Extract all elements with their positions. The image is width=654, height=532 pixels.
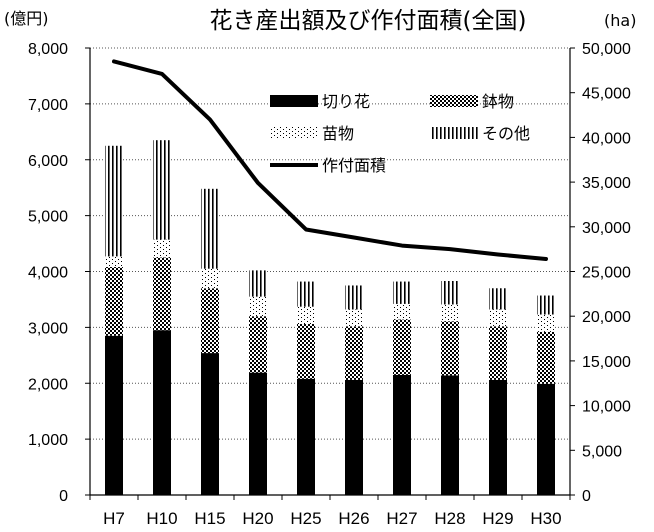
x-tick-label: H27: [386, 509, 417, 528]
bar-segment-vlines: [537, 295, 555, 315]
bar-segment-vlines: [441, 280, 459, 305]
x-tick-label: H26: [338, 509, 369, 528]
bar-segment-dots: [105, 256, 123, 268]
x-tick-label: H28: [434, 509, 465, 528]
right-tick-label: 25,000: [582, 265, 631, 282]
bar-segment-dots: [153, 239, 171, 258]
bar-segment-vlines: [393, 281, 411, 304]
left-tick-label: 0: [59, 488, 68, 505]
bar-segment-vlines: [489, 288, 507, 310]
bar-segment-dots: [537, 314, 555, 332]
bar-segment-vlines: [297, 281, 315, 307]
left-axis-unit: (億円): [4, 9, 49, 28]
bar-segment-dots: [441, 304, 459, 322]
bar-segment-solid: [201, 353, 219, 495]
bar-segment-vlines: [201, 188, 219, 269]
x-tick-label: H30: [530, 509, 561, 528]
bar-segment-checker: [345, 326, 363, 380]
bar-segment-solid: [489, 379, 507, 495]
x-tick-label: H15: [194, 509, 225, 528]
legend-swatch-vlines: [430, 127, 478, 139]
bar-segment-solid: [441, 375, 459, 495]
bar-segment-solid: [249, 372, 267, 495]
bar-segment-dots: [297, 306, 315, 325]
right-tick-label: 15,000: [582, 354, 631, 371]
legend-label: その他: [482, 124, 530, 143]
chart-title: 花き産出額及び作付面積(全国): [210, 8, 527, 34]
right-tick-label: 20,000: [582, 309, 631, 326]
bar-segment-checker: [441, 321, 459, 376]
line-layer: [112, 59, 548, 261]
left-tick-label: 4,000: [28, 265, 68, 282]
legend-swatch-solid: [270, 95, 318, 107]
bar-segment-vlines: [105, 145, 123, 257]
legend-label: 作付面積: [322, 156, 386, 175]
x-tick-label: H20: [242, 509, 273, 528]
bar-segment-solid: [297, 378, 315, 495]
bar-segment-dots: [249, 296, 267, 317]
area-line: [112, 59, 548, 261]
x-tick-label: H10: [146, 509, 177, 528]
bar-segment-checker: [537, 331, 555, 384]
left-tick-label: 8,000: [28, 41, 68, 58]
bar-segment-dots: [489, 309, 507, 327]
x-tick-label: H29: [482, 509, 513, 528]
bar-segment-vlines: [153, 140, 171, 240]
right-tick-label: 35,000: [582, 175, 631, 192]
x-tick-label: H7: [103, 509, 125, 528]
bar-segment-checker: [393, 319, 411, 375]
left-tick-label: 2,000: [28, 376, 68, 393]
bar-segment-checker: [297, 324, 315, 379]
left-tick-label: 6,000: [28, 153, 68, 170]
bar-segment-vlines: [249, 270, 267, 297]
bar-segment-checker: [105, 267, 123, 336]
left-tick-label: 5,000: [28, 209, 68, 226]
bar-segment-dots: [393, 303, 411, 320]
right-tick-label: 45,000: [582, 86, 631, 103]
axes: 0 1,000 2,000 3,000 4,000 5,000 6,000 7,000 8,00…: [28, 41, 631, 528]
right-tick-label: 50,000: [582, 41, 631, 58]
bar-segment-checker: [201, 288, 219, 354]
bar-segment-solid: [393, 374, 411, 495]
bar-segment-dots: [345, 309, 363, 327]
left-tick-label: 3,000: [28, 320, 68, 337]
right-tick-label: 40,000: [582, 130, 631, 147]
bar-segment-checker: [249, 316, 267, 373]
right-tick-label: 5,000: [582, 443, 622, 460]
legend-swatch-checker: [430, 95, 478, 107]
right-tick-label: 30,000: [582, 220, 631, 237]
left-tick-label: 1,000: [28, 432, 68, 449]
legend-label: 切り花: [322, 92, 370, 111]
bar-layer: [105, 140, 555, 495]
right-tick-label: 0: [582, 488, 591, 505]
legend-swatch-dots: [270, 127, 318, 139]
bar-segment-vlines: [345, 285, 363, 310]
bar-segment-solid: [153, 330, 171, 495]
bar-segment-solid: [105, 335, 123, 495]
right-tick-label: 10,000: [582, 399, 631, 416]
bar-segment-solid: [537, 383, 555, 495]
x-tick-label: H25: [290, 509, 321, 528]
bar-segment-checker: [489, 326, 507, 380]
bar-segment-checker: [153, 257, 171, 331]
legend-label: 苗物: [322, 124, 354, 143]
left-tick-label: 7,000: [28, 97, 68, 114]
bar-segment-solid: [345, 379, 363, 495]
bar-segment-dots: [201, 268, 219, 289]
right-axis-unit: (ha): [604, 11, 636, 30]
legend-label: 鉢物: [482, 92, 514, 111]
